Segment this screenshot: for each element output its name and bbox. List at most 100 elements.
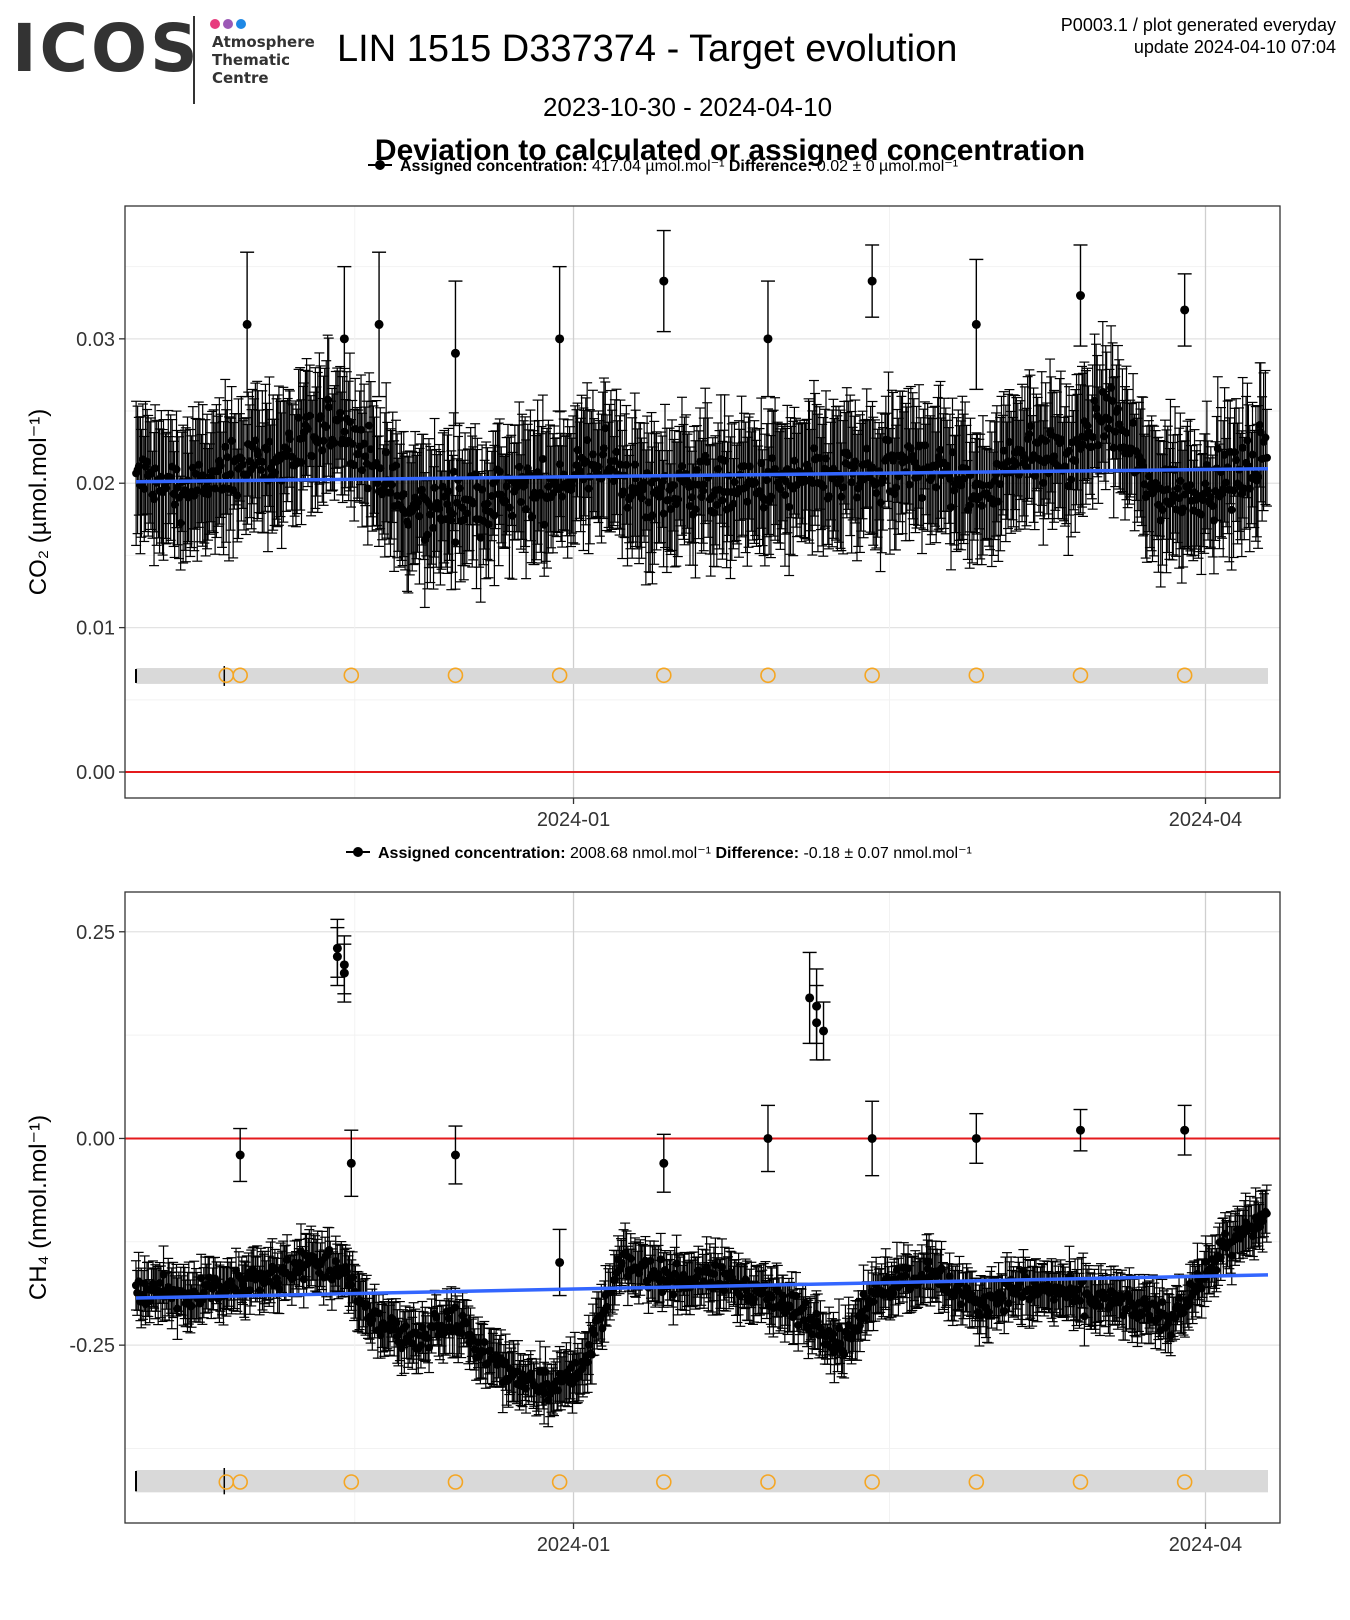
meta-line: P0003.1 / plot generated everyday (1060, 15, 1336, 35)
data-point (718, 496, 727, 505)
data-point (1041, 436, 1050, 445)
data-point (776, 485, 785, 494)
data-point (1088, 433, 1097, 442)
data-point (1219, 484, 1228, 493)
data-point (226, 470, 235, 479)
data-point (233, 491, 242, 500)
data-point (363, 484, 372, 493)
data-point (1122, 428, 1131, 437)
data-point (451, 538, 460, 547)
data-point (350, 461, 359, 470)
outlier-point (555, 334, 565, 344)
data-point (612, 447, 621, 456)
data-point (140, 484, 149, 493)
data-point (712, 500, 721, 509)
data-point (1186, 481, 1195, 490)
data-point (486, 1346, 495, 1355)
data-point (1261, 433, 1270, 442)
legend-assigned-value: 417.04 µmol.mol⁻¹ (588, 158, 729, 175)
data-point (785, 502, 794, 511)
calibration-marker (1072, 667, 1089, 684)
data-point (187, 1302, 196, 1311)
outlier-point (339, 334, 349, 344)
data-point (444, 1314, 453, 1323)
outlier-point (971, 319, 981, 329)
icos-logo: ICOS (12, 10, 201, 87)
data-point (977, 501, 986, 510)
data-point (157, 472, 166, 481)
legend-point (375, 160, 385, 170)
data-point (245, 1286, 254, 1295)
data-point (1050, 452, 1059, 461)
calibration-marker (1072, 1474, 1089, 1490)
data-point (666, 505, 675, 514)
data-point (1227, 505, 1236, 514)
data-point (347, 1281, 356, 1290)
x-tick-label: 2024-04 (1169, 809, 1242, 831)
logo-dot (236, 19, 246, 29)
data-point (588, 450, 597, 459)
data-point (583, 1358, 592, 1367)
data-points (130, 918, 1272, 1428)
data-point (449, 467, 458, 476)
calibration-marker (656, 1474, 672, 1490)
data-point (143, 457, 152, 466)
data-point (426, 510, 435, 519)
x-tick-label: 2024-01 (537, 809, 610, 831)
data-point (254, 450, 263, 459)
panel-co2: 0.00 0.01 0.02 0.03 2024-01 2024-04 CO₂ (µmol.… (25, 158, 1281, 831)
logo-dots (210, 16, 249, 34)
data-point (287, 452, 296, 461)
centre-line: Centre (212, 69, 269, 87)
data-point (996, 480, 1005, 489)
outlier-point (763, 334, 773, 344)
data-point (809, 444, 818, 453)
data-point (1208, 502, 1217, 511)
page-title: LIN 1515 D337374 - Target evolution (337, 28, 958, 70)
calibration-marker (232, 1474, 248, 1490)
data-point (455, 484, 464, 493)
centre-name: Atmosphere Thematic Centre (212, 33, 315, 87)
data-point (211, 484, 220, 493)
logo-dot (223, 19, 233, 29)
data-point (1111, 427, 1120, 436)
data-point (1078, 440, 1087, 449)
data-point (516, 497, 525, 506)
data-point (584, 484, 593, 493)
date-range: 2023-10-30 - 2024-04-10 (542, 92, 833, 122)
data-point (847, 478, 856, 487)
y-tick-label: 0.01 (76, 618, 115, 640)
data-point (444, 487, 453, 496)
data-point (699, 480, 708, 489)
data-points (131, 229, 1272, 609)
data-point (639, 485, 648, 494)
generation-meta: P0003.1 / plot generated everyday update… (1061, 14, 1336, 58)
calibration-band (136, 668, 1268, 684)
data-point (862, 444, 871, 453)
calibration-marker (656, 667, 672, 684)
data-point (920, 441, 929, 450)
data-point (526, 1369, 535, 1378)
calibration-marker (760, 1474, 776, 1490)
data-point (839, 483, 848, 492)
legend-assigned-label: Assigned concentration: (400, 158, 588, 175)
trend-line (135, 467, 1269, 484)
data-point (1144, 472, 1153, 481)
calibration-marker (551, 1474, 568, 1490)
data-point (872, 489, 881, 498)
data-point (1022, 463, 1031, 472)
data-point (327, 1275, 336, 1284)
data-point (766, 492, 775, 501)
data-point (459, 516, 468, 525)
calibration-marker (343, 667, 360, 684)
data-point (502, 482, 511, 491)
data-point (679, 1270, 688, 1279)
data-point (1262, 453, 1271, 462)
calibration-marker (232, 667, 248, 684)
data-point (1087, 442, 1096, 451)
data-point (703, 457, 712, 466)
data-point (262, 445, 271, 454)
data-point (399, 490, 408, 499)
outlier-point (1180, 305, 1190, 315)
